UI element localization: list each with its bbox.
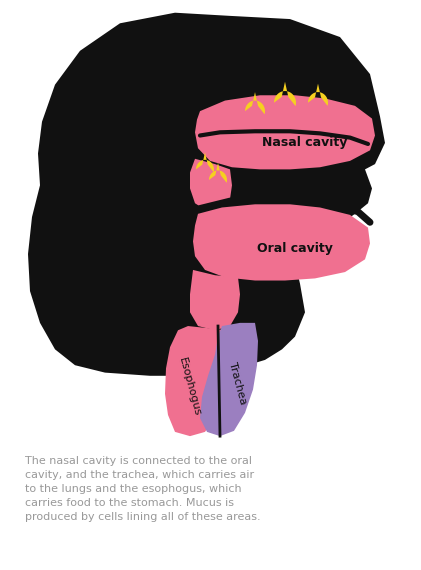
Polygon shape (165, 326, 228, 436)
Polygon shape (190, 270, 240, 330)
Polygon shape (28, 13, 385, 376)
Text: Nasal cavity: Nasal cavity (262, 136, 348, 149)
Polygon shape (196, 152, 214, 172)
Polygon shape (245, 92, 265, 114)
Text: Esophogus: Esophogus (177, 356, 203, 417)
Polygon shape (193, 204, 370, 280)
Polygon shape (190, 159, 232, 210)
Polygon shape (308, 84, 328, 106)
Text: The nasal cavity is connected to the oral
cavity, and the trachea, which carries: The nasal cavity is connected to the ora… (24, 456, 260, 522)
Text: Oral cavity: Oral cavity (257, 242, 333, 255)
Polygon shape (274, 82, 296, 106)
Polygon shape (209, 163, 227, 183)
Polygon shape (200, 323, 258, 436)
Text: Trachea: Trachea (227, 361, 248, 406)
Polygon shape (195, 95, 375, 169)
